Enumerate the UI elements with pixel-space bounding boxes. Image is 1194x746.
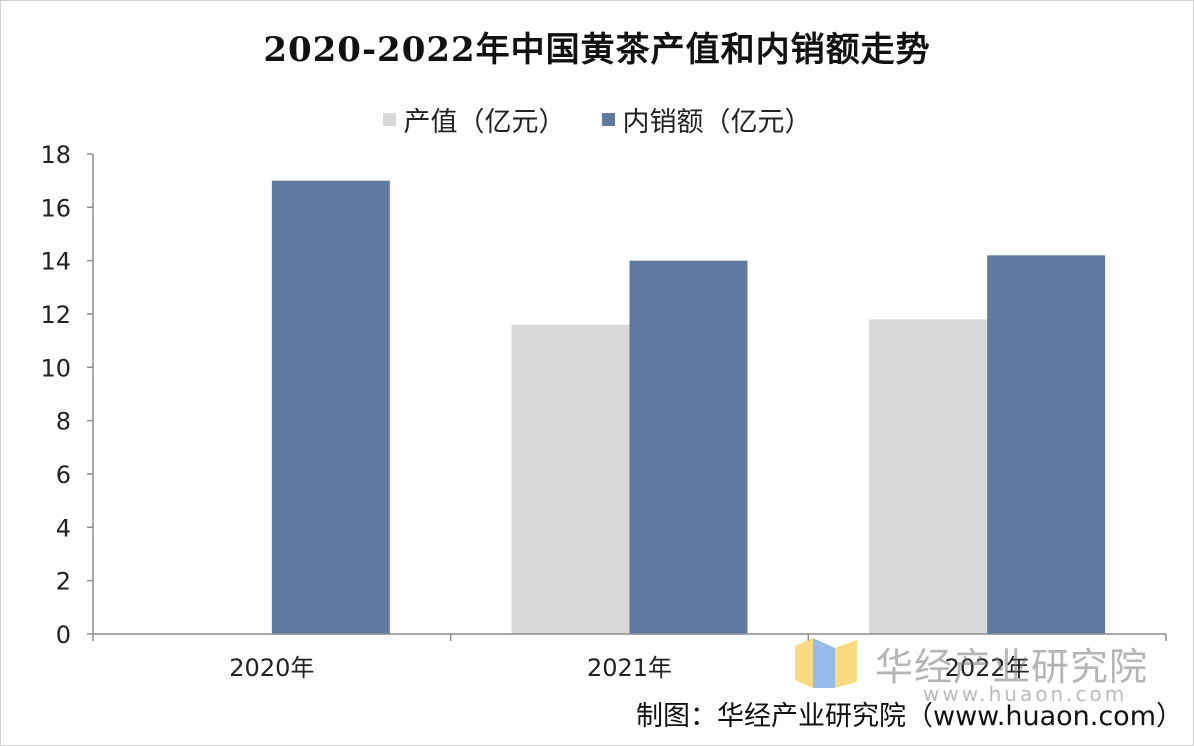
y-tick-label: 10: [40, 354, 71, 382]
legend-label-domestic-sales: 内销额（亿元）: [622, 107, 812, 138]
y-tick-label: 8: [56, 408, 71, 436]
bar-production-value-2: [869, 319, 988, 634]
y-tick-label: 6: [56, 461, 71, 489]
legend-item-production-value: 产值（亿元）: [382, 100, 566, 139]
legend: 产值（亿元） 内销额（亿元）: [0, 100, 1194, 139]
x-tick-label: 2020年: [229, 654, 314, 682]
y-tick-label: 12: [40, 301, 71, 329]
y-tick-label: 18: [40, 141, 71, 169]
legend-swatch-domestic-sales: [601, 113, 615, 126]
source-credit: 制图：华经产业研究院（www.huaon.com）: [636, 701, 1183, 732]
x-tick-label: 2022年: [945, 654, 1030, 682]
y-tick-label: 0: [56, 621, 71, 649]
legend-swatch-production-value: [382, 113, 396, 126]
bar-domestic-sales-2: [987, 255, 1106, 635]
bar-domestic-sales-0: [271, 180, 390, 634]
y-tick-label: 4: [56, 514, 71, 542]
y-tick-label: 16: [40, 194, 71, 222]
y-tick-label: 14: [40, 248, 71, 276]
x-tick-label: 2021年: [587, 654, 672, 682]
bar-production-value-1: [511, 324, 630, 634]
chart-title: 2020-2022年中国黄茶产值和内销额走势: [263, 30, 931, 70]
y-tick-label: 2: [56, 568, 71, 596]
bar-domestic-sales-1: [629, 260, 748, 634]
legend-label-production-value: 产值（亿元）: [403, 107, 566, 138]
legend-item-domestic-sales: 内销额（亿元）: [601, 100, 812, 139]
